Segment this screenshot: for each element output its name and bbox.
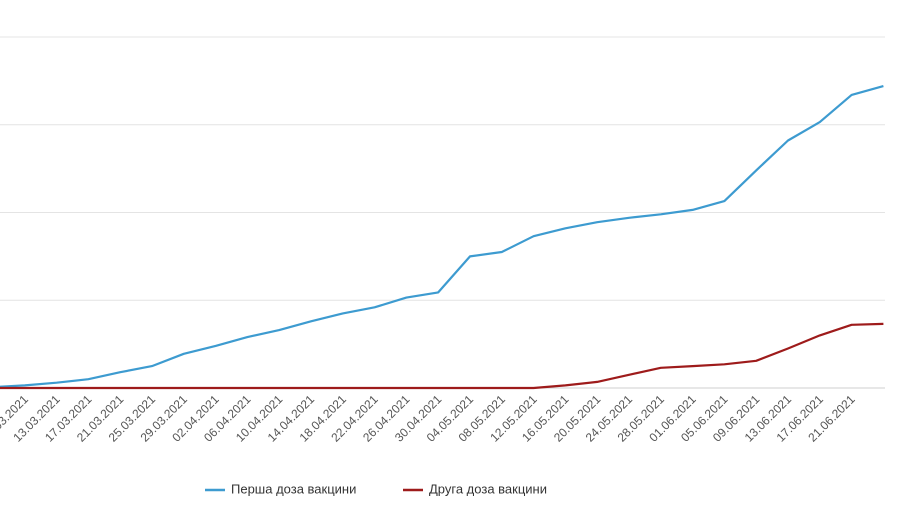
- legend-label: Перша доза вакцини: [231, 481, 356, 496]
- legend-label: Друга доза вакцини: [429, 481, 547, 496]
- series-line: [0, 322, 884, 390]
- legend: Перша доза вакцини Друга доза вакцини: [205, 481, 547, 496]
- series-line: [0, 85, 884, 388]
